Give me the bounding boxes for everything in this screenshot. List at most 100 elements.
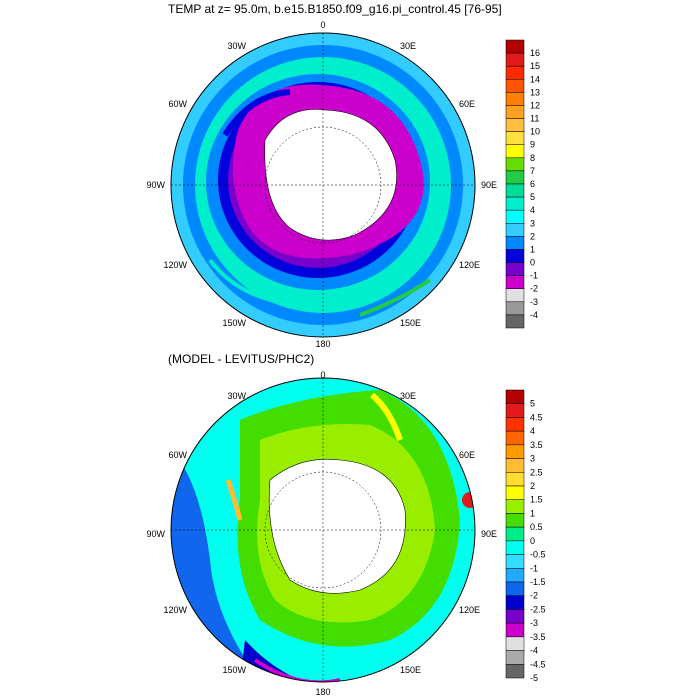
bottom-colorbar-label-10: 0 [530,536,535,546]
top-colorbar-swatch-18 [505,275,525,289]
bot-lon-150w: 150W [222,665,246,675]
bottom-colorbar-label-0: 5 [530,399,535,409]
bottom-colorbar-swatch-7 [505,485,525,500]
bottom-panel-title: (MODEL - LEVITUS/PHC2) [168,352,315,366]
top-colorbar-label-12: 4 [530,205,535,215]
top-lon-30w: 30W [227,41,246,51]
top-lon-180: 180 [315,339,330,349]
top-colorbar-swatch-13 [505,209,525,224]
bottom-colorbar-label-16: -3 [530,618,538,628]
bottom-colorbar-swatch-19 [505,650,525,665]
bottom-colorbar-label-2: 4 [530,426,535,436]
top-colorbar-label-15: 1 [530,244,535,254]
top-colorbar-label-7: 9 [530,140,535,150]
top-lon-120e: 120E [459,260,480,270]
bot-lon-120w: 120W [163,605,187,615]
top-colorbar-label-9: 7 [530,166,535,176]
bottom-colorbar-label-6: 2 [530,481,535,491]
top-lon-30e: 30E [400,41,416,51]
top-colorbar-swatch-14 [505,223,525,237]
bot-lon-180: 180 [315,687,330,697]
bottom-colorbar-label-13: -1.5 [530,577,546,587]
top-lon-150e: 150E [400,318,421,328]
top-lon-150w: 150W [222,318,246,328]
top-lon-60w: 60W [168,99,187,109]
top-colorbar-label-17: -1 [530,271,538,281]
bottom-map: 0 30E 60E 90E 120E 150E 180 150W 120W 90… [146,370,497,697]
top-colorbar-label-0: 16 [530,48,540,58]
bot-lon-90e: 90E [481,529,497,539]
top-colorbar-swatch-17 [505,262,525,276]
bot-lon-30w: 30W [227,391,246,401]
bottom-colorbar-label-17: -3.5 [530,632,546,642]
top-lon-90w: 90W [146,180,165,190]
top-lon-0: 0 [320,20,325,30]
bottom-colorbar-swatch-20 [505,664,525,679]
top-lon-120w: 120W [163,260,187,270]
top-colorbar-swatch-0 [505,39,525,54]
bottom-colorbar-swatch-6 [505,472,525,487]
top-colorbar-swatch-5 [505,105,525,119]
bottom-colorbar-label-8: 1 [530,508,535,518]
top-colorbar-label-1: 15 [530,61,540,71]
top-panel-title: TEMP at z= 95.0m, b.e15.B1850.f09_g16.pi… [168,2,502,16]
top-colorbar-label-2: 14 [530,74,540,84]
bottom-colorbar-label-20: -5 [530,673,538,683]
bottom-colorbar-swatch-9 [505,513,525,528]
top-colorbar-label-13: 3 [530,218,535,228]
bottom-colorbar-swatch-12 [505,554,525,569]
top-colorbar-label-11: 5 [530,192,535,202]
bottom-colorbar: 5 4.5 4 3.5 3 2.5 2 1.5 1 0.5 0 -0.5 -1 -1.5 -2 -2.5 -3 -… [505,389,546,683]
top-colorbar-swatch-10 [505,170,525,185]
top-colorbar-swatch-2 [505,65,525,80]
top-colorbar-swatch-19 [505,288,525,303]
top-colorbar-label-20: -4 [530,310,538,320]
bottom-colorbar-swatch-11 [505,540,525,555]
top-colorbar-swatch-6 [505,118,525,132]
bottom-colorbar-label-5: 2.5 [530,467,543,477]
bot-lon-60e: 60E [459,450,475,460]
bot-lon-150e: 150E [400,665,421,675]
bottom-colorbar-swatch-16 [505,609,525,624]
bottom-colorbar-swatch-14 [505,581,525,596]
bottom-colorbar-swatch-17 [505,622,525,638]
top-colorbar-label-6: 10 [530,127,540,137]
bottom-colorbar-swatch-2 [505,417,525,432]
bottom-colorbar-label-4: 3 [530,454,535,464]
top-colorbar-swatch-21 [505,314,525,329]
bottom-colorbar-swatch-1 [505,403,525,418]
top-colorbar-swatch-20 [505,301,525,316]
top-lon-90e: 90E [481,180,497,190]
top-colorbar-swatch-16 [505,249,525,263]
top-colorbar-swatch-7 [505,131,525,145]
top-colorbar-swatch-11 [505,183,525,198]
bottom-colorbar-swatch-15 [505,595,525,610]
bottom-colorbar-swatch-4 [505,444,525,459]
top-colorbar-swatch-4 [505,92,525,106]
top-colorbar-label-14: 2 [530,231,535,241]
top-colorbar-swatch-8 [505,144,525,159]
top-colorbar-label-10: 6 [530,179,535,189]
top-colorbar-swatch-3 [505,79,525,93]
bot-lon-60w: 60W [168,450,187,460]
top-colorbar-swatch-9 [505,157,525,172]
bottom-colorbar-label-11: -0.5 [530,550,546,560]
bottom-colorbar-swatch-8 [505,499,525,514]
bottom-colorbar-swatch-13 [505,568,525,583]
bottom-colorbar-swatch-5 [505,458,525,473]
bot-lon-90w: 90W [146,529,165,539]
bottom-colorbar-label-3: 3.5 [530,440,543,450]
bottom-colorbar-label-19: -4.5 [530,659,546,669]
top-colorbar-label-8: 8 [530,153,535,163]
bottom-colorbar-swatch-18 [505,636,525,651]
bottom-colorbar-label-15: -2.5 [530,604,546,614]
top-colorbar-label-3: 13 [530,87,540,97]
bottom-colorbar-label-9: 0.5 [530,522,543,532]
top-colorbar-swatch-1 [505,52,525,67]
top-colorbar-swatch-15 [505,236,525,250]
bottom-colorbar-label-12: -1 [530,563,538,573]
bottom-colorbar-label-18: -4 [530,646,538,656]
top-colorbar-label-4: 12 [530,100,540,110]
